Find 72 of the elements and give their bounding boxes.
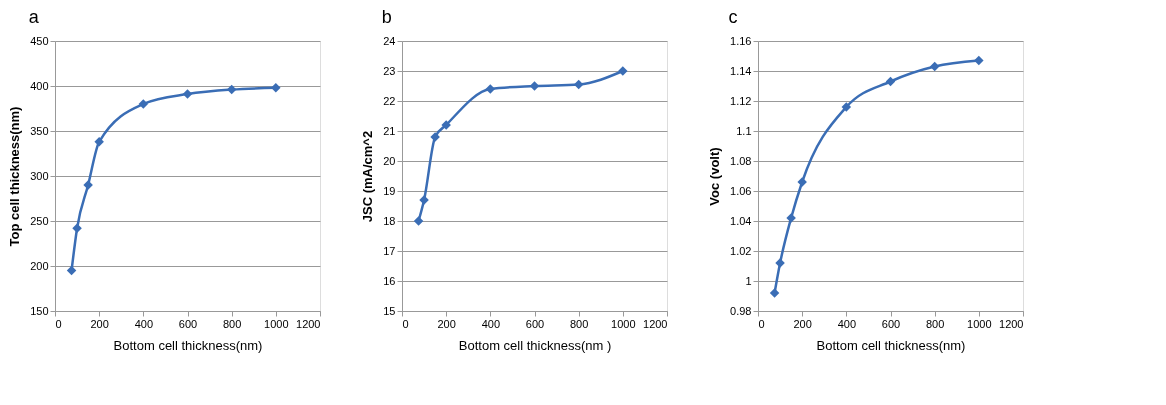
x-tick-label: 400 — [837, 317, 857, 330]
x-tick-label: 800 — [925, 317, 945, 330]
y-tick-label: 24 — [383, 34, 396, 47]
x-tick-label: 1200 — [999, 317, 1024, 330]
point — [72, 223, 82, 233]
y-tick-label: 1.06 — [730, 184, 752, 197]
x-tick-label: 800 — [222, 317, 242, 330]
x-tick-label: 1200 — [643, 317, 668, 330]
y-tick-label: 15 — [383, 304, 396, 317]
point — [769, 288, 780, 298]
x-tick-label: 1000 — [967, 317, 992, 330]
point — [885, 76, 896, 87]
y-tick-label: 18 — [383, 214, 396, 227]
point — [94, 137, 104, 147]
point — [573, 79, 584, 90]
y-tick-label: 1.16 — [730, 34, 752, 47]
x-tick-label: 400 — [481, 317, 501, 330]
y-tick-label: 350 — [30, 124, 49, 137]
y-tick-label: 1.08 — [730, 154, 752, 167]
x-tick-label: 0 — [402, 317, 409, 330]
y-tick-label: 400 — [30, 79, 49, 92]
x-tick-label: 200 — [793, 317, 812, 330]
point — [138, 99, 149, 109]
y-tick-label: 0.98 — [730, 304, 752, 317]
x-axis-title: Bottom cell thickness(nm) — [816, 337, 966, 353]
y-tick-label: 150 — [30, 304, 49, 317]
point — [929, 61, 940, 72]
x-tick-label: 1000 — [611, 317, 636, 330]
y-tick-label: 200 — [30, 259, 49, 272]
x-axis-title: Bottom cell thickness(nm ) — [458, 337, 612, 353]
x-tick-label: 200 — [90, 317, 109, 330]
chart-title: b — [381, 7, 392, 27]
y-tick-label: 300 — [30, 169, 49, 182]
point — [271, 83, 281, 93]
x-tick-label: 1200 — [296, 317, 321, 330]
x-axis-title: Bottom cell thickness(nm) — [113, 337, 263, 353]
point — [974, 55, 984, 66]
point — [413, 216, 424, 226]
y-tick-label: 21 — [383, 124, 396, 137]
x-tick-label: 400 — [134, 317, 154, 330]
y-tick-label: 1.1 — [736, 124, 752, 137]
y-tick-label: 22 — [383, 94, 396, 107]
y-tick-label: 250 — [30, 214, 49, 227]
y-tick-label: 19 — [383, 184, 396, 197]
y-tick-label: 1.12 — [730, 94, 752, 107]
y-axis-title: Voc (volt) — [707, 147, 723, 206]
y-tick-label: 1 — [745, 274, 752, 287]
y-axis-title: JSC (mA/cm^2 — [360, 130, 376, 223]
x-tick-label: 1000 — [264, 317, 289, 330]
point — [182, 89, 193, 99]
y-tick-label: 17 — [383, 244, 396, 257]
x-tick-label: 0 — [758, 317, 765, 330]
point — [66, 265, 77, 276]
y-tick-label: 20 — [383, 154, 396, 167]
chart-title: c — [728, 7, 738, 27]
x-tick-label: 600 — [525, 317, 545, 330]
chart-title: a — [28, 7, 40, 27]
y-tick-label: 23 — [383, 64, 396, 77]
point — [226, 84, 237, 95]
y-axis-title: Top cell thickness(nm) — [7, 106, 23, 247]
x-tick-label: 600 — [178, 317, 198, 330]
x-tick-label: 800 — [569, 317, 589, 330]
y-tick-label: 16 — [383, 274, 396, 287]
y-tick-label: 450 — [30, 34, 49, 47]
x-tick-label: 200 — [437, 317, 456, 330]
y-tick-label: 1.02 — [730, 244, 752, 257]
point — [485, 84, 496, 94]
point — [841, 102, 852, 112]
y-tick-label: 1.04 — [730, 214, 752, 227]
y-tick-label: 1.14 — [730, 64, 752, 77]
x-tick-label: 600 — [881, 317, 901, 330]
x-tick-label: 0 — [55, 317, 62, 330]
